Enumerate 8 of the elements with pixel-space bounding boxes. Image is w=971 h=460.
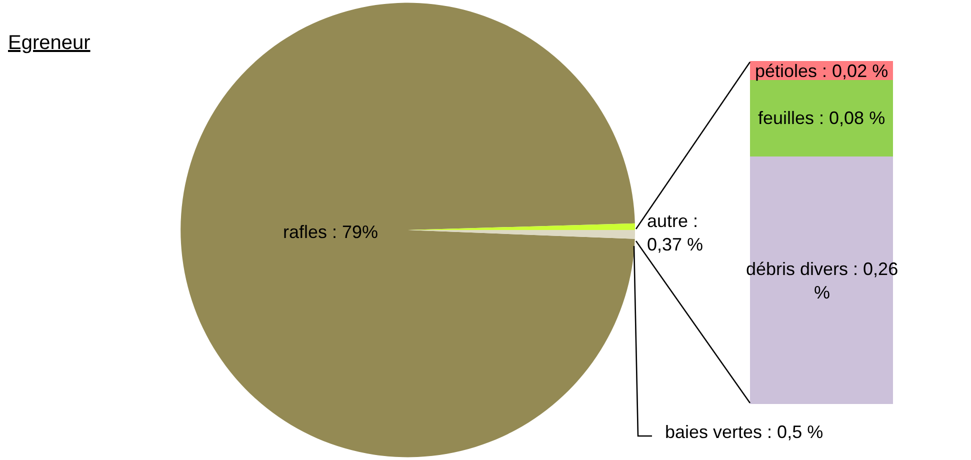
data-label: autre : 0,37 % [647,211,704,254]
data-label: baies vertes : 0,5 % [665,422,824,442]
data-label: rafles : 79% [283,222,378,242]
data-label: feuilles : 0,08 % [758,108,886,128]
data-label: débris divers : 0,26 % [746,259,898,302]
text: Egreneur [8,32,91,54]
data-label: pétioles : 0,02 % [755,61,888,81]
pie-slice [180,2,635,458]
